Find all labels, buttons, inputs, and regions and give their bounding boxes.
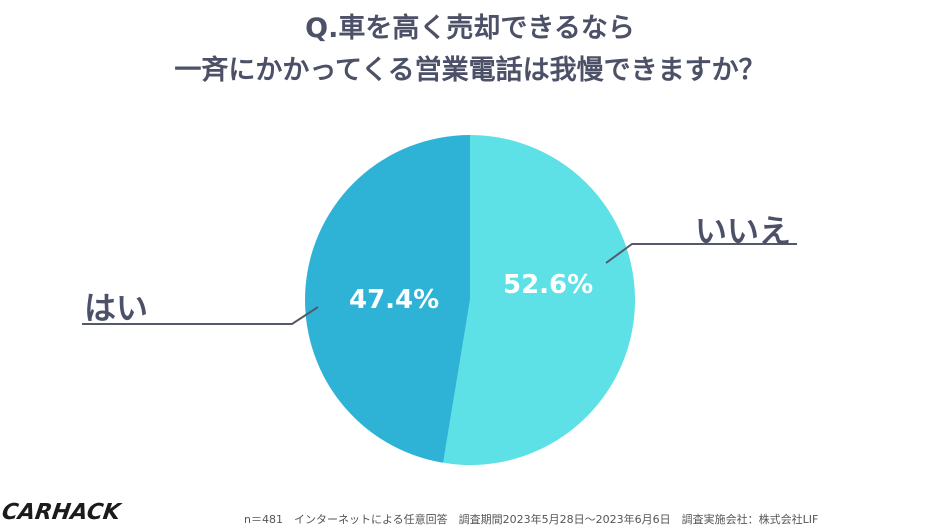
- chart-title-line-1: Q.車を高く売却できるなら: [305, 13, 635, 44]
- label-hai: はい: [84, 289, 149, 327]
- leader-line-iie: [605, 243, 797, 264]
- value-label-hai: 47.4%: [349, 285, 440, 315]
- chart-title-line-2: 一斉にかかってくる営業電話は我慢できますか？: [174, 55, 766, 86]
- value-label-iie: 52.6%: [503, 270, 594, 300]
- chart-title: Q.車を高く売却できるなら 一斉にかかってくる営業電話は我慢できますか？: [0, 8, 940, 92]
- label-iie: いいえ: [695, 212, 792, 250]
- pie-slice-hai: [305, 135, 470, 463]
- leader-line-hai: [82, 306, 319, 325]
- carhack-logo: CARHACK: [0, 500, 122, 525]
- survey-footnote: n＝481 インターネットによる任意回答 調査期間2023年5月28日～2023…: [244, 513, 819, 526]
- pie-slice-iie: [443, 135, 636, 466]
